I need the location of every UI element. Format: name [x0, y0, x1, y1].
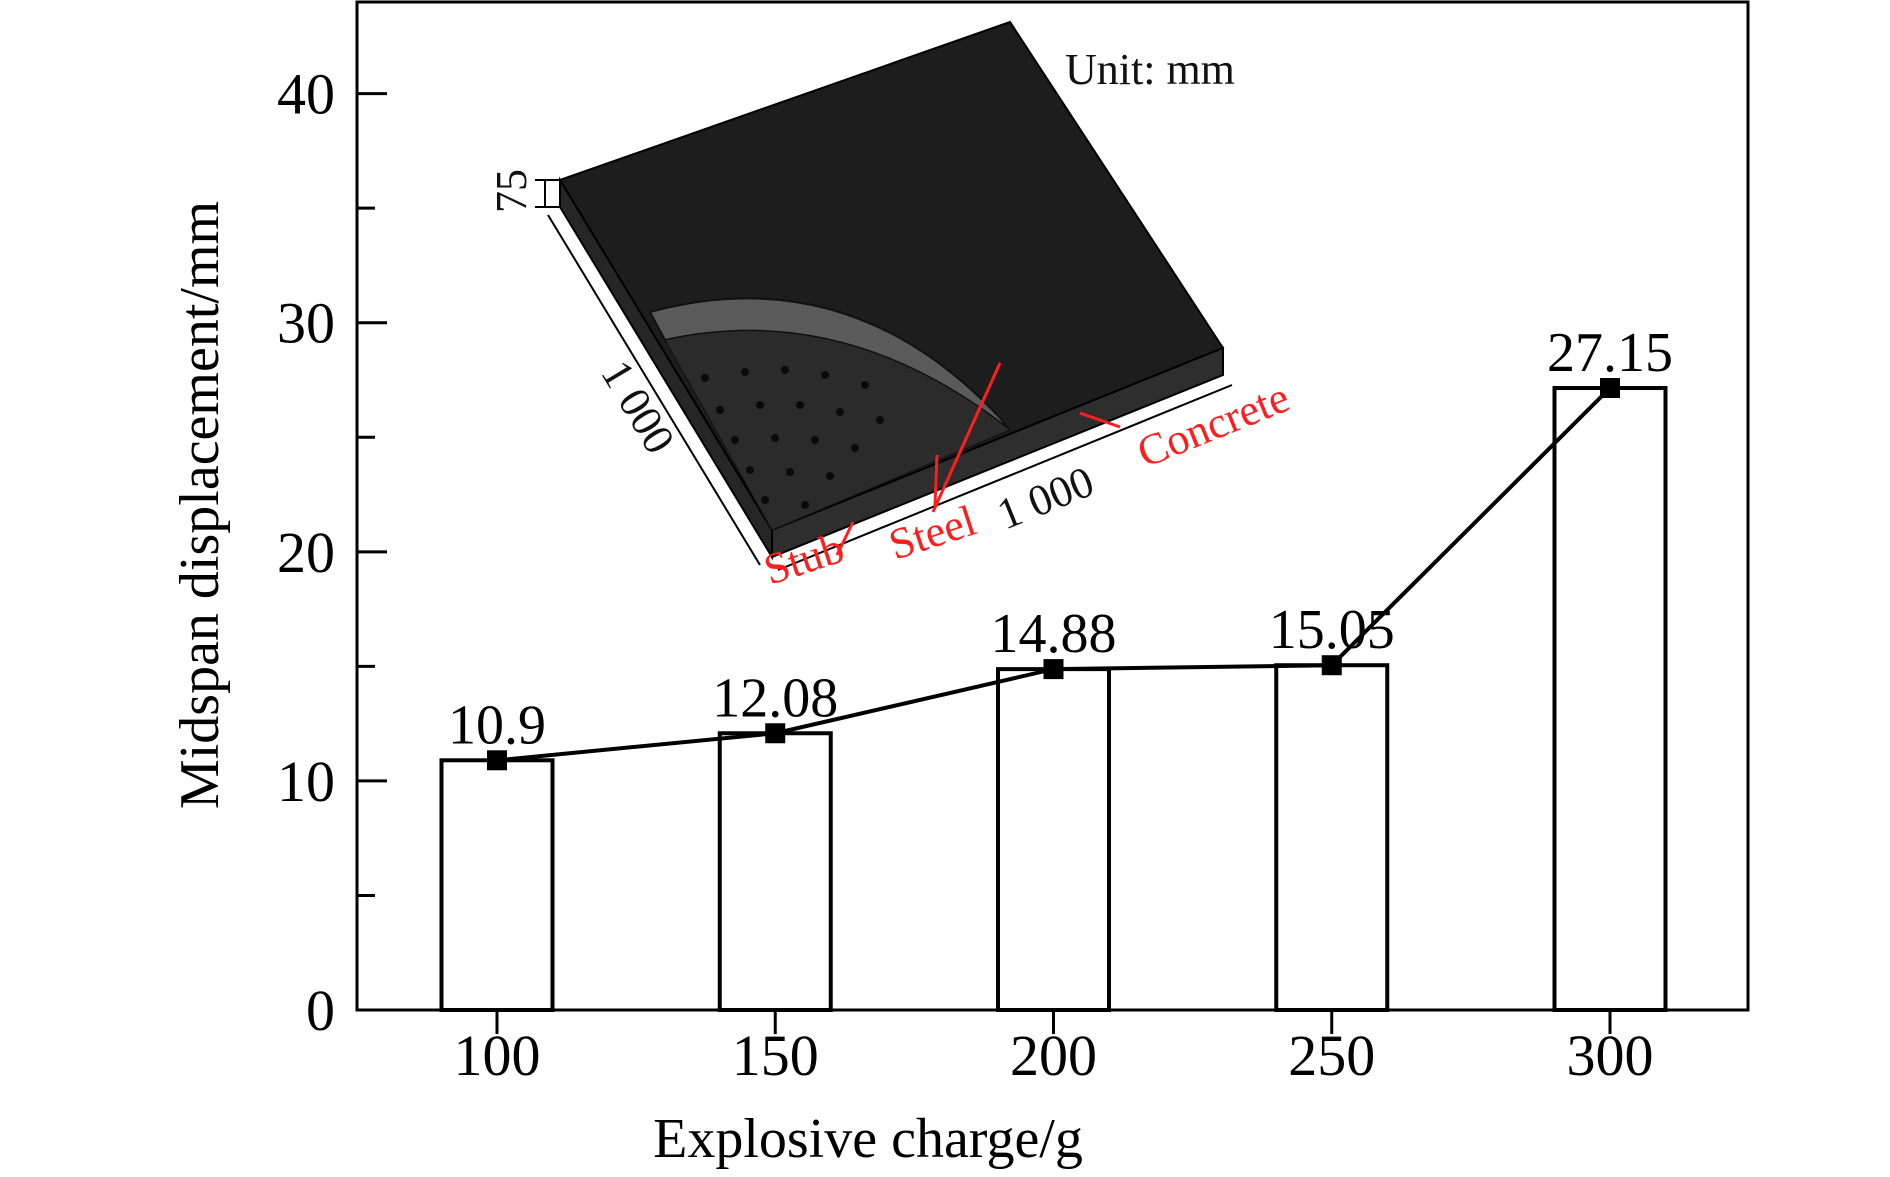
y-tick-label: 20	[277, 520, 335, 585]
data-marker	[1043, 659, 1064, 680]
data-label: 15.05	[1269, 599, 1395, 661]
plot-area: 0 10 20 30 40 100 150 200 250 300 10.9 12.08 14.88 15…	[277, 0, 1750, 1088]
y-tick-label: 30	[277, 291, 335, 356]
x-tick-label: 250	[1288, 1023, 1375, 1088]
x-tick-label: 200	[1010, 1023, 1097, 1088]
x-axis-title: Explosive charge/g	[653, 1108, 1083, 1170]
y-tick-label: 10	[277, 749, 335, 814]
inset-stub-leader	[835, 521, 855, 556]
data-marker	[1600, 378, 1620, 399]
data-label: 27.15	[1547, 322, 1673, 384]
data-marker	[765, 723, 786, 744]
inset-stub-dots	[701, 366, 884, 509]
inset-unit-label: Unit: mm	[1065, 45, 1235, 94]
inset-steel-leader-2	[933, 454, 939, 506]
y-tick-label: 0	[306, 978, 335, 1043]
x-tick-label: 150	[732, 1023, 819, 1088]
data-label: 14.88	[991, 603, 1117, 665]
inset-steel-leader	[931, 362, 1002, 513]
inset-dim-thickness: 75	[487, 169, 536, 213]
data-label: 12.08	[712, 667, 838, 729]
bar-300	[1552, 386, 1668, 1012]
y-tick-label: 40	[277, 62, 335, 127]
data-marker	[1321, 655, 1342, 676]
bar-200	[996, 667, 1111, 1012]
bar-150	[717, 731, 833, 1012]
inset-concrete-leader	[1079, 411, 1121, 429]
inset-dim-line-length	[777, 384, 1233, 571]
inset-model: 75 1 000 1 000 Unit: mm Stub Steel Concr…	[487, 20, 1296, 595]
x-tick-label: 100	[454, 1023, 541, 1088]
inset-slab-side-left	[559, 176, 773, 561]
y-axis-title: Midspan displacement/mm	[169, 201, 231, 809]
inset-dim-line-width	[547, 214, 761, 566]
x-tick-label: 300	[1567, 1023, 1654, 1088]
inset-stub-region	[664, 330, 1011, 531]
bar-100	[439, 758, 555, 1012]
data-marker	[487, 750, 507, 771]
inset-dim-length: 1 000	[990, 457, 1100, 540]
data-label: 10.9	[448, 694, 546, 756]
bar-250	[1274, 663, 1390, 1013]
